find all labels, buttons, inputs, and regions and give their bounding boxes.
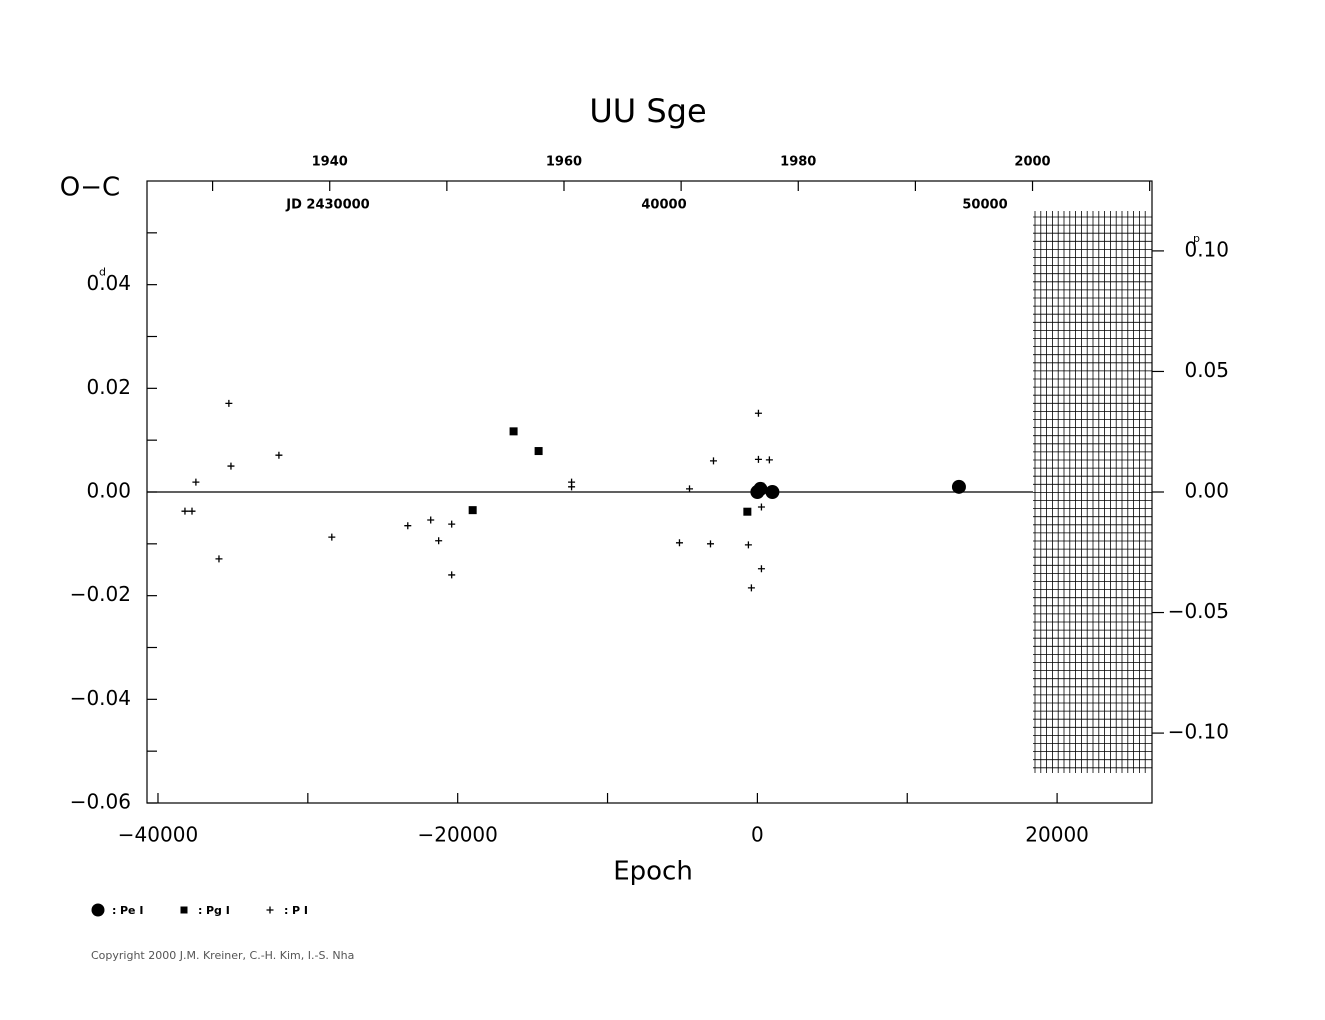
y-tick-label: 0.02 xyxy=(86,375,131,399)
point xyxy=(275,451,283,459)
point xyxy=(568,483,576,491)
top-year-label: 1960 xyxy=(546,155,582,170)
point xyxy=(757,565,765,573)
top-year-label: 2000 xyxy=(1014,155,1050,170)
y2-tick-label: 0.00 xyxy=(1184,479,1229,503)
point xyxy=(757,503,765,511)
point xyxy=(448,520,456,528)
point xyxy=(754,409,762,417)
y-unit: d xyxy=(99,266,106,279)
y2-tick-label: −0.10 xyxy=(1168,720,1229,744)
y-tick-label: 0.04 xyxy=(86,271,131,295)
y-tick-label: −0.04 xyxy=(70,686,131,710)
point xyxy=(192,478,200,486)
top-jd-label: 40000 xyxy=(641,198,686,213)
point xyxy=(404,522,412,530)
legend-separator: : xyxy=(284,904,288,917)
y2-unit: p xyxy=(1193,232,1200,245)
top-year-label: 1940 xyxy=(312,155,348,170)
point xyxy=(534,447,543,456)
point xyxy=(686,485,694,493)
y-tick-label: 0.00 xyxy=(86,479,131,503)
legend-label: P I xyxy=(292,904,308,917)
point xyxy=(468,506,477,515)
point xyxy=(448,571,456,579)
legend-separator: : xyxy=(112,904,116,917)
point xyxy=(215,555,223,563)
point xyxy=(328,533,336,541)
point xyxy=(747,584,755,592)
point xyxy=(951,479,966,494)
point xyxy=(744,541,752,549)
hatch-region xyxy=(1033,211,1152,773)
x-axis-label: Epoch xyxy=(613,857,693,887)
point xyxy=(765,485,780,499)
point xyxy=(706,540,714,548)
top-jd-label: JD 2430000 xyxy=(285,198,369,213)
legend-label: Pe I xyxy=(120,904,143,917)
y2-tick-label: 0.05 xyxy=(1184,358,1229,382)
top-jd-label: 50000 xyxy=(962,198,1007,213)
chart-title: UU Sge xyxy=(589,92,706,130)
y2-tick-label: −0.05 xyxy=(1168,599,1229,623)
x-tick-label: 20000 xyxy=(1025,823,1089,847)
legend-separator: : xyxy=(198,904,202,917)
top-year-label: 1980 xyxy=(780,155,816,170)
point xyxy=(754,455,762,463)
y-tick-label: −0.02 xyxy=(70,582,131,606)
point xyxy=(435,537,443,545)
y2-tick-label: 0.10 xyxy=(1184,237,1229,261)
y-axis-label: O−C xyxy=(60,173,120,203)
point xyxy=(509,427,518,436)
x-tick-label: 0 xyxy=(751,823,764,847)
point xyxy=(743,507,752,516)
point xyxy=(188,507,196,515)
point xyxy=(765,456,773,464)
copyright: Copyright 2000 J.M. Kreiner, C.-H. Kim, … xyxy=(91,949,354,962)
legend-marker xyxy=(91,903,105,917)
point xyxy=(225,399,233,407)
point xyxy=(427,516,435,524)
point xyxy=(709,457,717,465)
point xyxy=(675,539,683,547)
point xyxy=(227,462,235,470)
legend-marker xyxy=(180,906,188,914)
legend-label: Pg I xyxy=(206,904,230,917)
x-tick-label: −20000 xyxy=(417,823,497,847)
point xyxy=(753,481,768,496)
point xyxy=(181,507,189,515)
x-tick-label: −40000 xyxy=(118,823,198,847)
y-tick-label: −0.06 xyxy=(70,790,131,814)
legend-marker xyxy=(266,906,274,914)
